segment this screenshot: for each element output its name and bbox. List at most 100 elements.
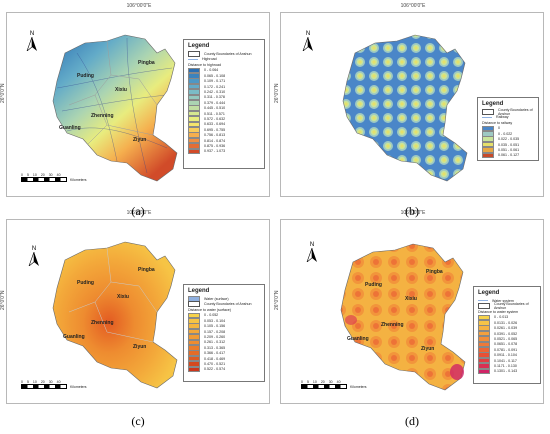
north-arrow: N (25, 31, 39, 56)
legend-class-label: 0.261 - 0.312 (204, 340, 226, 345)
legend-class-label: 0.366 - 0.417 (204, 351, 226, 356)
legend-swatch (188, 110, 200, 117)
legend-class-label: 0.1301 - 0.143 (494, 369, 518, 374)
legend-class-label: 0.061 - 0.127 (498, 153, 520, 158)
legend-swatch (188, 355, 200, 362)
legend-subtitle: Distance to highroad (188, 62, 221, 67)
legend-swatch (482, 125, 494, 132)
town-label-guanling: Guanling (59, 125, 81, 131)
legend-swatch (478, 320, 490, 326)
legend-class-row: 0.261 - 0.312 (188, 339, 260, 346)
legend-class-label: 0.0131 - 0.026 (494, 320, 518, 325)
map-panel-c: 106°00'0"E 26°0'0"N Pingba Puding Xixiu … (0, 210, 270, 404)
svg-text:Guanling: Guanling (347, 336, 369, 342)
legend-swatch (478, 330, 490, 337)
legend-c: Legend Water (surface) County Boundaries… (183, 284, 265, 382)
legend-swatch (188, 318, 200, 324)
legend-swatch (188, 78, 200, 85)
legend-class-label: 0.633 - 0.694 (204, 122, 226, 127)
legend-class-label: 0.109 - 0.171 (204, 79, 226, 84)
svg-text:Xixiu: Xixiu (117, 294, 129, 300)
legend-class-row: 0.511 - 0.571 (188, 110, 260, 117)
legend-class-row: 0.172 - 0.241 (188, 83, 260, 90)
latitude-label: 26°0'0"N (0, 83, 6, 103)
svg-text:Ziyun: Ziyun (133, 344, 146, 350)
map-panel-d: 106°00'0"E 26°0'0"N Pingba Puding Xixiu … (274, 210, 544, 404)
legend-swatch (188, 116, 200, 122)
legend-classes: 0 - 0.052 0.053 - 0.104 0.105 - 0.156 0.157… (188, 312, 260, 373)
legend-swatch (478, 368, 490, 375)
caption-d: (d) (405, 414, 419, 428)
legend-class-label: 0.0261 - 0.039 (494, 326, 518, 331)
legend-class-row: 0.572 - 0.632 (188, 116, 260, 122)
legend-class-label: 0.695 - 0.755 (204, 127, 226, 132)
legend-swatch (482, 147, 494, 153)
legend-swatch (188, 132, 200, 138)
legend-swatch (188, 105, 200, 112)
legend-classes: 0 - 0.064 0.065 - 0.108 0.109 - 0.171 0.172… (188, 67, 260, 155)
legend-class-label: 0.522 - 0.574 (204, 367, 226, 372)
legend-swatch (188, 361, 200, 367)
legend-class-row: 0 (482, 125, 534, 132)
legend-class-row: 0.313 - 0.365 (188, 345, 260, 351)
legend-class-row: 0.814 - 0.874 (188, 137, 260, 144)
caption-a: (a) (131, 204, 145, 218)
svg-text:Zhenning: Zhenning (381, 322, 404, 328)
legend-class-row: 0.445 - 0.510 (188, 105, 260, 112)
svg-text:Ziyun: Ziyun (421, 346, 434, 352)
svg-text:Puding: Puding (365, 282, 382, 288)
legend-class-row: 0.695 - 0.755 (188, 126, 260, 133)
legend-class-row: 0.875 - 0.936 (188, 143, 260, 149)
legend-class-label: 0.0391 - 0.052 (494, 331, 518, 336)
legend-swatch (482, 131, 494, 137)
distance-to-water-surface-map: Pingba Puding Xixiu Zhenning Guanling Zi… (52, 241, 178, 389)
caption-c: (c) (131, 414, 145, 428)
legend-class-label: 0.572 - 0.632 (204, 116, 226, 121)
region-outline (52, 241, 178, 389)
legend-swatch (188, 312, 200, 319)
legend-class-row: 0.061 - 0.127 (482, 152, 534, 159)
legend-d: Legend Water system County Boundaries of… (473, 286, 541, 384)
legend-class-row: 0.1301 - 0.143 (478, 368, 536, 375)
scale-bar: 0 5 10 20 30 40 Kilometers (301, 380, 367, 389)
legend-class-row: 0.379 - 0.444 (188, 100, 260, 106)
legend-swatch (188, 94, 200, 101)
legend-class-label: 0.172 - 0.241 (204, 84, 226, 89)
scale-bar: 0 5 10 20 30 40 Kilometers (21, 173, 87, 182)
legend-classes: 0 - 0.013 0.0131 - 0.026 0.0261 - 0.039 0.0… (478, 314, 536, 375)
legend-class-row: 0.157 - 0.208 (188, 328, 260, 335)
legend-swatch (188, 350, 200, 357)
legend-class-label: 0.313 - 0.365 (204, 345, 226, 350)
legend-class-label: 0.1041 - 0.117 (494, 358, 517, 363)
legend-swatch (188, 100, 200, 106)
distance-to-highroad-map: Pingba Puding Xixiu Zhenning Guanling Zi… (52, 34, 178, 182)
legend-class-label: 0.065 - 0.108 (204, 73, 226, 78)
legend-class-row: 0.035 - 0.051 (482, 141, 534, 148)
legend-class-label: 0.022 - 0.035 (498, 137, 520, 142)
legend-swatch (482, 152, 494, 159)
town-label-pingba: Pingba (138, 60, 155, 66)
legend-swatch (478, 341, 490, 348)
legend-class-label: 0.053 - 0.104 (204, 318, 226, 323)
north-arrow-icon (302, 36, 313, 52)
town-label-zhenning: Zhenning (91, 113, 114, 119)
legend-class-row: 0 - 0.022 (482, 131, 534, 137)
legend-class-row: 0.053 - 0.104 (188, 318, 260, 324)
legend-class-row: 0.0391 - 0.052 (478, 330, 536, 337)
legend-class-label: 0 - 0.022 (498, 131, 513, 136)
legend-class-label: 0.418 - 0.469 (204, 356, 226, 361)
longitude-label: 106°00'0"E (126, 210, 152, 216)
svg-text:Zhenning: Zhenning (91, 320, 114, 326)
map-panel-b: 106°00'0"E 26°0'0"N N Legend County Boun… (274, 3, 544, 197)
legend-b: Legend County Boundaries of Anshun Railw… (477, 97, 539, 161)
latitude-label: 26°0'0"N (274, 290, 280, 310)
legend-class-row: 0.0131 - 0.026 (478, 320, 536, 326)
distance-to-railway-map (342, 34, 468, 182)
legend-swatch (188, 126, 200, 133)
legend-class-row: 0.522 - 0.574 (188, 366, 260, 373)
svg-text:Puding: Puding (77, 280, 94, 286)
legend-class-row: 0.937 - 1.073 (188, 148, 260, 155)
town-label-ziyun: Ziyun (133, 137, 146, 143)
legend-swatch (478, 336, 490, 342)
